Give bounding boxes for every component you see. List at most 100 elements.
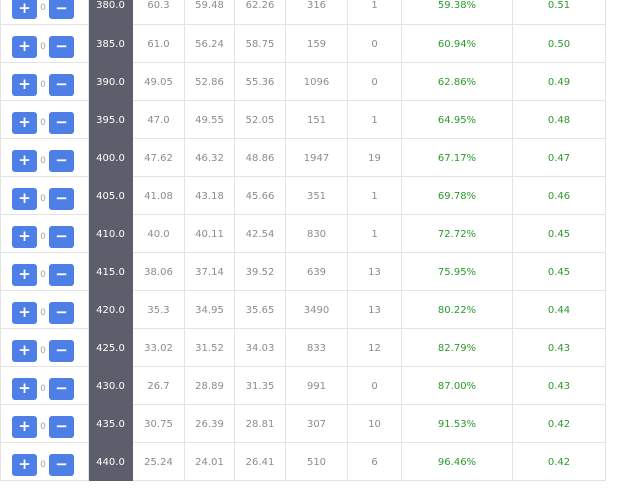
cell-value: 1947	[303, 152, 330, 164]
cell-value: 28.89	[195, 380, 224, 392]
plus-icon: +	[18, 75, 31, 93]
decrement-button[interactable]: −	[49, 377, 74, 400]
option-chain-table-wrapper: + 0 − 380.0 60.3 59.48 62.26 316 1 59.38…	[0, 0, 606, 481]
percentage-value: 75.95%	[437, 266, 477, 278]
cell-value: 12	[368, 342, 381, 354]
cell-value: 41.08	[144, 190, 173, 202]
decrement-button[interactable]: −	[49, 453, 74, 476]
ratio-cell: 0.44	[512, 290, 606, 329]
ratio-value: 0.43	[547, 380, 571, 392]
quantity-value: 0	[40, 307, 46, 318]
table-row: + 0 − 380.0 60.3 59.48 62.26 316 1 59.38…	[0, 0, 606, 25]
strike-price-cell: 390.0	[88, 62, 133, 101]
data-cell: 52.86	[184, 62, 235, 101]
percentage-value: 82.79%	[437, 342, 477, 354]
cell-value: 43.18	[195, 190, 224, 202]
ratio-value: 0.44	[547, 304, 571, 316]
percentage-cell: 64.95%	[401, 100, 513, 139]
minus-icon: −	[55, 113, 68, 131]
increment-button[interactable]: +	[12, 111, 37, 134]
quantity-control-cell: + 0 −	[0, 252, 89, 291]
decrement-button[interactable]: −	[49, 111, 74, 134]
quantity-control-cell: + 0 −	[0, 176, 89, 215]
plus-icon: +	[18, 227, 31, 245]
quantity-control-cell: + 0 −	[0, 290, 89, 329]
increment-button[interactable]: +	[12, 301, 37, 324]
cell-value: 39.52	[245, 266, 275, 278]
decrement-button[interactable]: −	[49, 73, 74, 96]
decrement-button[interactable]: −	[49, 225, 74, 248]
ratio-cell: 0.45	[512, 214, 606, 253]
percentage-cell: 80.22%	[401, 290, 513, 329]
ratio-cell: 0.43	[512, 328, 606, 367]
cell-value: 31.52	[195, 342, 224, 354]
strike-price: 395.0	[96, 114, 125, 126]
increment-button[interactable]: +	[12, 0, 37, 20]
increment-button[interactable]: +	[12, 377, 37, 400]
data-cell: 49.55	[184, 100, 235, 139]
cell-value: 48.86	[245, 152, 275, 164]
cell-value: 991	[306, 380, 327, 392]
ratio-value: 0.43	[547, 342, 571, 354]
quantity-value: 0	[40, 269, 46, 280]
increment-button[interactable]: +	[12, 225, 37, 248]
strike-price: 405.0	[96, 190, 125, 202]
decrement-button[interactable]: −	[49, 149, 74, 172]
decrement-button[interactable]: −	[49, 339, 74, 362]
data-cell: 510	[285, 442, 348, 481]
data-cell: 12	[347, 328, 402, 367]
increment-button[interactable]: +	[12, 73, 37, 96]
data-cell: 26.41	[234, 442, 286, 481]
decrement-button[interactable]: −	[49, 0, 74, 20]
data-cell: 1	[347, 100, 402, 139]
data-cell: 48.86	[234, 138, 286, 177]
ratio-value: 0.47	[547, 152, 571, 164]
decrement-button[interactable]: −	[49, 301, 74, 324]
data-cell: 0	[347, 24, 402, 63]
ratio-cell: 0.51	[512, 0, 606, 25]
data-cell: 30.75	[132, 404, 185, 443]
strike-price-cell: 410.0	[88, 214, 133, 253]
strike-price-cell: 405.0	[88, 176, 133, 215]
increment-button[interactable]: +	[12, 187, 37, 210]
increment-button[interactable]: +	[12, 149, 37, 172]
cell-value: 1	[371, 114, 378, 126]
cell-value: 351	[306, 190, 327, 202]
increment-button[interactable]: +	[12, 339, 37, 362]
increment-button[interactable]: +	[12, 263, 37, 286]
quantity-stepper: + 0 −	[1, 263, 88, 286]
strike-price: 420.0	[96, 304, 125, 316]
quantity-stepper: + 0 −	[1, 149, 88, 172]
minus-icon: −	[55, 151, 68, 169]
strike-price-cell: 400.0	[88, 138, 133, 177]
strike-price: 390.0	[96, 76, 125, 88]
decrement-button[interactable]: −	[49, 187, 74, 210]
ratio-value: 0.45	[547, 228, 571, 240]
decrement-button[interactable]: −	[49, 35, 74, 58]
ratio-value: 0.45	[547, 266, 571, 278]
increment-button[interactable]: +	[12, 35, 37, 58]
decrement-button[interactable]: −	[49, 263, 74, 286]
data-cell: 25.24	[132, 442, 185, 481]
data-cell: 830	[285, 214, 348, 253]
percentage-cell: 87.00%	[401, 366, 513, 405]
data-cell: 47.0	[132, 100, 185, 139]
data-cell: 49.05	[132, 62, 185, 101]
increment-button[interactable]: +	[12, 453, 37, 476]
cell-value: 38.06	[144, 266, 173, 278]
data-cell: 34.03	[234, 328, 286, 367]
decrement-button[interactable]: −	[49, 415, 74, 438]
cell-value: 35.65	[245, 304, 275, 316]
strike-price: 400.0	[96, 152, 125, 164]
quantity-control-cell: + 0 −	[0, 0, 89, 25]
data-cell: 6	[347, 442, 402, 481]
strike-price: 430.0	[96, 380, 125, 392]
increment-button[interactable]: +	[12, 415, 37, 438]
cell-value: 6	[371, 456, 378, 468]
data-cell: 13	[347, 252, 402, 291]
quantity-stepper: + 0 −	[1, 301, 88, 324]
data-cell: 37.14	[184, 252, 235, 291]
ratio-cell: 0.42	[512, 404, 606, 443]
strike-price-cell: 395.0	[88, 100, 133, 139]
data-cell: 45.66	[234, 176, 286, 215]
